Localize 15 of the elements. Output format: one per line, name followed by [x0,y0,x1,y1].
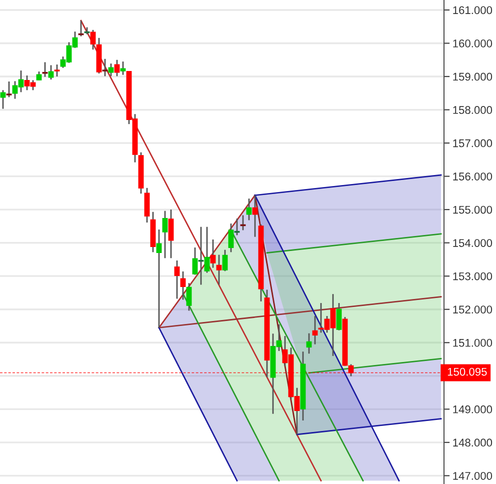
y-tick-label: 158.000 [453,106,492,114]
y-tick-label: 152.000 [453,306,492,314]
y-tick-label: 151.000 [453,338,492,347]
y-tick-label: 154.000 [453,239,492,247]
y-tick-label: 157.000 [453,139,492,148]
y-tick-label: 148.000 [453,438,492,447]
y-tick-label: 159.000 [453,72,492,81]
ref-line-label: 150.095 [448,368,487,376]
y-tick-label: 155.000 [453,206,492,214]
y-tick-label: 160.000 [453,40,492,48]
y-tick-label: 149.000 [453,405,492,414]
y-tick-label: 161.000 [453,6,492,14]
y-tick-label: 153.000 [453,272,492,280]
y-tick-label: 156.000 [453,172,492,180]
y-tick-label: 147.000 [453,472,492,480]
